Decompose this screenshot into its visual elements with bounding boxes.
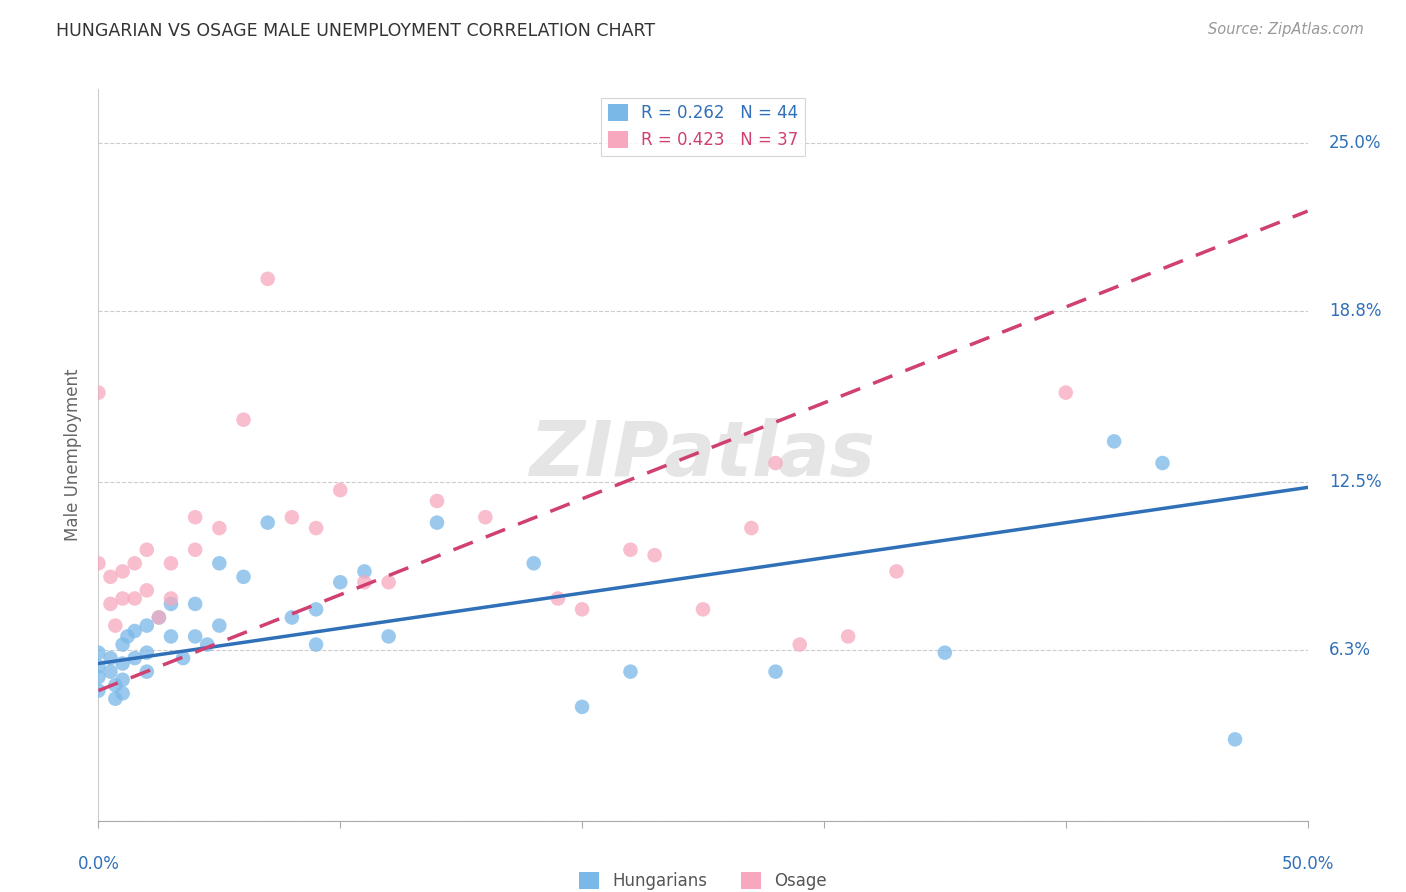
Point — [135, 618, 157, 632]
Point — [571, 602, 593, 616]
Point — [208, 521, 231, 535]
Point — [135, 583, 157, 598]
Point — [329, 483, 352, 497]
Point — [1223, 732, 1246, 747]
Point — [160, 629, 183, 643]
Point — [305, 638, 328, 652]
Point — [195, 638, 218, 652]
Point — [100, 597, 122, 611]
Point — [184, 597, 207, 611]
Point — [232, 570, 254, 584]
Point — [644, 548, 666, 562]
Point — [256, 272, 278, 286]
Point — [426, 494, 449, 508]
Text: Source: ZipAtlas.com: Source: ZipAtlas.com — [1208, 22, 1364, 37]
Point — [172, 651, 194, 665]
Point — [765, 456, 787, 470]
Point — [100, 665, 122, 679]
Point — [377, 575, 399, 590]
Text: 6.3%: 6.3% — [1329, 641, 1371, 659]
Point — [124, 651, 146, 665]
Point — [571, 699, 593, 714]
Text: ZIPatlas: ZIPatlas — [530, 418, 876, 491]
Point — [124, 556, 146, 570]
Text: 25.0%: 25.0% — [1329, 135, 1381, 153]
Point — [111, 638, 134, 652]
Point — [208, 618, 231, 632]
Text: 0.0%: 0.0% — [77, 855, 120, 872]
Point — [87, 670, 110, 684]
Point — [87, 556, 110, 570]
Point — [281, 510, 304, 524]
Point — [353, 575, 375, 590]
Point — [329, 575, 352, 590]
Point — [184, 510, 207, 524]
Point — [765, 665, 787, 679]
Point — [305, 521, 328, 535]
Text: HUNGARIAN VS OSAGE MALE UNEMPLOYMENT CORRELATION CHART: HUNGARIAN VS OSAGE MALE UNEMPLOYMENT COR… — [56, 22, 655, 40]
Point — [100, 651, 122, 665]
Point — [523, 556, 546, 570]
Point — [87, 646, 110, 660]
Point — [1102, 434, 1125, 449]
Point — [474, 510, 496, 524]
Point — [934, 646, 956, 660]
Legend: Hungarians, Osage: Hungarians, Osage — [572, 865, 834, 892]
Point — [87, 385, 110, 400]
Point — [111, 686, 134, 700]
Point — [619, 542, 641, 557]
Text: 50.0%: 50.0% — [1281, 855, 1334, 872]
Point — [305, 602, 328, 616]
Point — [111, 565, 134, 579]
Point — [426, 516, 449, 530]
Point — [135, 542, 157, 557]
Point — [117, 629, 139, 643]
Point — [148, 610, 170, 624]
Point — [100, 570, 122, 584]
Text: 12.5%: 12.5% — [1329, 473, 1381, 491]
Point — [160, 591, 183, 606]
Point — [692, 602, 714, 616]
Point — [208, 556, 231, 570]
Point — [104, 618, 127, 632]
Point — [377, 629, 399, 643]
Point — [232, 413, 254, 427]
Point — [160, 556, 183, 570]
Point — [353, 565, 375, 579]
Point — [104, 678, 127, 692]
Point — [135, 646, 157, 660]
Point — [135, 665, 157, 679]
Text: 18.8%: 18.8% — [1329, 302, 1381, 320]
Point — [124, 624, 146, 638]
Point — [160, 597, 183, 611]
Point — [111, 657, 134, 671]
Point — [789, 638, 811, 652]
Point — [281, 610, 304, 624]
Point — [740, 521, 762, 535]
Point — [87, 683, 110, 698]
Point — [184, 629, 207, 643]
Point — [184, 542, 207, 557]
Y-axis label: Male Unemployment: Male Unemployment — [65, 368, 83, 541]
Point — [256, 516, 278, 530]
Point — [886, 565, 908, 579]
Point — [619, 665, 641, 679]
Point — [111, 673, 134, 687]
Point — [104, 691, 127, 706]
Point — [124, 591, 146, 606]
Point — [148, 610, 170, 624]
Point — [1152, 456, 1174, 470]
Point — [547, 591, 569, 606]
Point — [87, 659, 110, 673]
Point — [837, 629, 859, 643]
Point — [1054, 385, 1077, 400]
Point — [111, 591, 134, 606]
